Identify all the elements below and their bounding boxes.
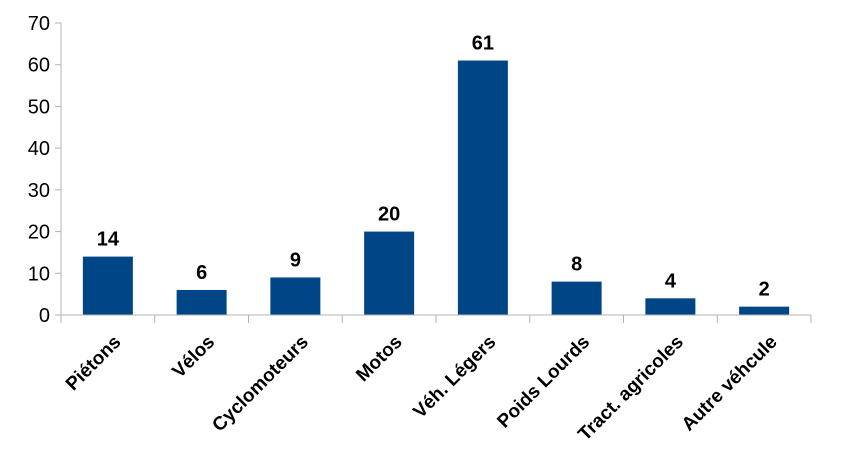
data-label: 6 bbox=[196, 262, 207, 284]
data-label: 2 bbox=[759, 279, 770, 301]
category-label: Piétons bbox=[62, 332, 125, 395]
y-axis-ticks: 0 10 20 30 40 50 60 70 bbox=[28, 13, 61, 327]
y-tick-label: 10 bbox=[28, 263, 50, 285]
data-label: 9 bbox=[290, 249, 301, 271]
y-tick-label: 60 bbox=[28, 55, 50, 77]
category-label: Cyclomoteurs bbox=[208, 332, 312, 436]
x-axis-ticks bbox=[60, 315, 812, 323]
data-label: 14 bbox=[97, 229, 120, 251]
bar bbox=[457, 60, 508, 315]
data-label: 8 bbox=[571, 254, 582, 276]
bar bbox=[645, 298, 696, 315]
data-labels: 14 6 9 20 61 8 4 2 bbox=[97, 33, 770, 301]
y-tick-label: 70 bbox=[28, 13, 50, 35]
bar bbox=[364, 231, 415, 315]
y-tick-label: 50 bbox=[28, 96, 50, 118]
category-label: Poids Lourds bbox=[493, 332, 594, 433]
data-label: 61 bbox=[472, 33, 494, 55]
bar bbox=[551, 281, 602, 315]
bar bbox=[82, 256, 133, 315]
bar bbox=[270, 277, 321, 315]
bar bbox=[739, 306, 790, 315]
bar bbox=[176, 289, 227, 315]
y-tick-label: 20 bbox=[28, 222, 50, 244]
bars bbox=[82, 60, 790, 315]
y-tick-label: 40 bbox=[28, 138, 50, 160]
data-label: 20 bbox=[378, 204, 400, 226]
y-tick-label: 30 bbox=[28, 180, 50, 202]
y-tick-label: 0 bbox=[39, 305, 50, 327]
category-label: Autre véhcule bbox=[678, 332, 782, 436]
category-label: Vélos bbox=[168, 332, 219, 383]
data-label: 4 bbox=[665, 270, 677, 292]
category-label: Motos bbox=[352, 332, 406, 386]
category-label: Véh. Légers bbox=[409, 332, 500, 423]
